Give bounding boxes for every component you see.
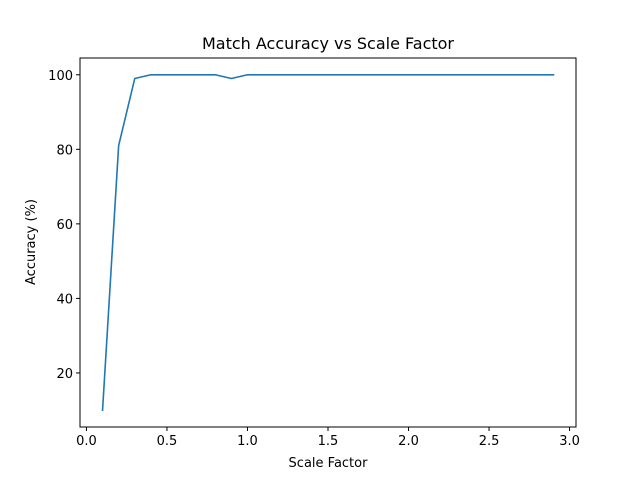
x-tick-label: 2.0	[398, 434, 419, 449]
axes-frame	[79, 57, 577, 428]
x-axis-label: Scale Factor	[289, 456, 369, 471]
y-axis-ticks: 20 40 60 80 100	[48, 69, 80, 382]
x-tick-label: 0.5	[157, 434, 178, 449]
x-tick-label: 3.0	[559, 434, 580, 449]
series-line-0	[101, 73, 555, 412]
y-axis-label: Accuracy (%)	[24, 199, 39, 285]
x-tick-label: 1.5	[318, 434, 339, 449]
x-tick-label: 0.0	[76, 434, 97, 449]
y-tick-label: 20	[56, 367, 73, 382]
x-axis-ticks: 0.0 0.5 1.0 1.5 2.0 2.5 3.0	[76, 427, 580, 449]
chart-title: Match Accuracy vs Scale Factor	[202, 34, 454, 53]
y-tick-label: 40	[56, 292, 73, 307]
x-tick-label: 2.5	[479, 434, 500, 449]
y-tick-label: 60	[56, 218, 73, 233]
y-tick-label: 100	[48, 69, 73, 84]
y-tick-label: 80	[56, 143, 73, 158]
x-tick-label: 1.0	[237, 434, 258, 449]
plot-area	[101, 73, 555, 412]
